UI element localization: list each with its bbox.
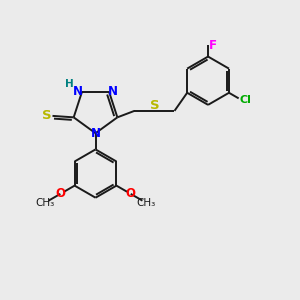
Text: N: N <box>108 85 118 98</box>
Text: N: N <box>91 127 100 140</box>
Text: O: O <box>55 188 65 200</box>
Text: O: O <box>126 188 136 200</box>
Text: S: S <box>42 110 51 122</box>
Text: F: F <box>209 39 217 52</box>
Text: S: S <box>150 99 159 112</box>
Text: Cl: Cl <box>239 95 251 105</box>
Text: CH₃: CH₃ <box>35 198 54 208</box>
Text: N: N <box>73 85 83 98</box>
Text: H: H <box>65 79 74 89</box>
Text: CH₃: CH₃ <box>136 198 156 208</box>
